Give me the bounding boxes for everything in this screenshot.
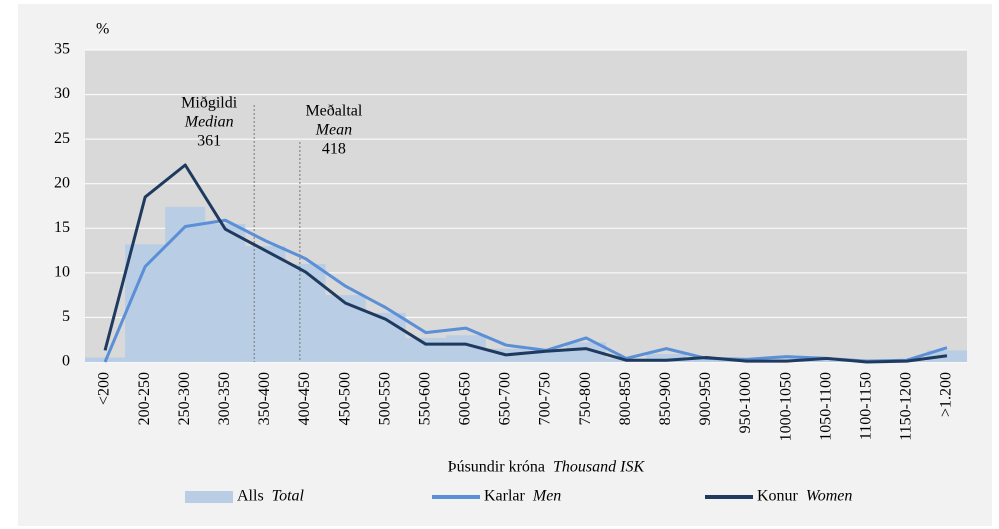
x-tick-label: 700-750 xyxy=(537,372,554,425)
y-unit: % xyxy=(96,21,109,38)
annotation-label: Miðgildi xyxy=(181,95,238,112)
bar xyxy=(165,206,206,362)
bar xyxy=(325,295,366,362)
x-tick-label: 1050-1100 xyxy=(817,372,834,441)
x-tick-label: 200-250 xyxy=(136,372,153,425)
legend-label: Karlar xyxy=(484,488,526,505)
annotation-label-en: Mean xyxy=(315,122,352,139)
x-tick-label: 650-700 xyxy=(497,372,514,425)
bar xyxy=(646,353,687,362)
bar xyxy=(365,312,406,362)
y-tick-label: 15 xyxy=(54,219,70,236)
y-tick-label: 10 xyxy=(54,264,70,281)
x-tick-label: >1.200 xyxy=(938,372,955,417)
legend-label: Alls xyxy=(237,488,264,505)
annotation-label-en: Median xyxy=(184,114,234,131)
bar xyxy=(245,246,286,362)
bar xyxy=(205,223,246,362)
x-tick-label: 400-450 xyxy=(296,372,313,425)
x-tick-label: 300-350 xyxy=(216,372,233,425)
x-tick-label: 500-550 xyxy=(376,372,393,425)
x-tick-label: 1100-1150 xyxy=(857,372,874,440)
annotation-value: 361 xyxy=(197,133,221,150)
x-tick-label: 250-300 xyxy=(176,372,193,425)
x-tick-label: 750-800 xyxy=(577,372,594,425)
x-tick-label: 600-650 xyxy=(457,372,474,425)
x-tick-label: 800-850 xyxy=(617,372,634,425)
y-tick-label: 5 xyxy=(62,308,70,325)
x-tick-label: 950-1000 xyxy=(737,372,754,433)
y-tick-label: 20 xyxy=(54,174,70,191)
bar xyxy=(806,358,847,362)
bar xyxy=(405,337,446,362)
bar xyxy=(125,244,166,362)
legend-label-en: Total xyxy=(272,488,305,505)
y-tick-label: 35 xyxy=(54,41,70,58)
y-tick-label: 25 xyxy=(54,130,70,147)
y-tick-label: 30 xyxy=(54,85,70,102)
annotation-label: Meðaltal xyxy=(305,103,362,120)
annotation-value: 418 xyxy=(322,141,346,158)
legend-label-en: Women xyxy=(806,488,853,505)
line xyxy=(103,218,948,363)
x-tick-label: 550-600 xyxy=(416,372,433,425)
x-axis-label: Þúsundir króna xyxy=(448,459,545,476)
x-tick-label: 450-500 xyxy=(336,372,353,425)
legend-label-en: Men xyxy=(532,488,561,505)
bar xyxy=(526,350,567,362)
bar xyxy=(285,263,326,362)
x-tick-label: 1150-1200 xyxy=(898,372,915,441)
x-tick-label: 850-900 xyxy=(657,372,674,425)
x-tick-label: 350-400 xyxy=(256,372,273,425)
legend-label: Konur xyxy=(757,488,799,505)
x-tick-label: 900-950 xyxy=(697,372,714,425)
y-tick-label: 0 xyxy=(62,353,70,370)
line xyxy=(103,163,948,364)
bar xyxy=(566,342,607,362)
legend-swatch xyxy=(185,491,233,503)
x-axis-label-en: Thousand ISK xyxy=(553,459,645,476)
x-tick-label: <200 xyxy=(96,372,113,405)
x-tick-label: 1000-1050 xyxy=(777,372,794,441)
